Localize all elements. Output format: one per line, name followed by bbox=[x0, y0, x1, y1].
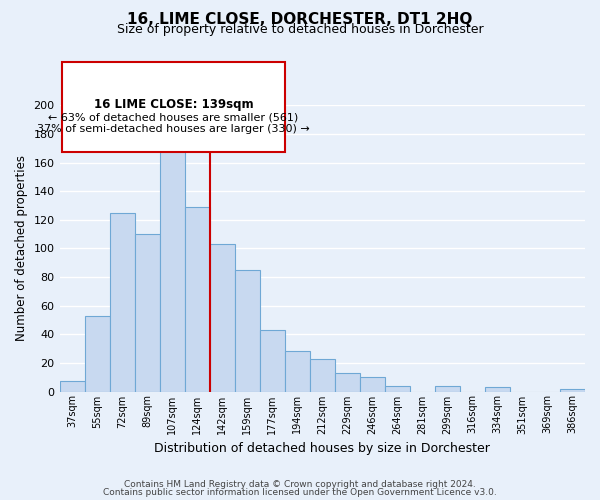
X-axis label: Distribution of detached houses by size in Dorchester: Distribution of detached houses by size … bbox=[154, 442, 490, 455]
Bar bbox=[235, 270, 260, 392]
Bar bbox=[59, 382, 85, 392]
Text: 16 LIME CLOSE: 139sqm: 16 LIME CLOSE: 139sqm bbox=[94, 98, 253, 111]
Y-axis label: Number of detached properties: Number of detached properties bbox=[15, 156, 28, 342]
Bar bbox=[485, 387, 510, 392]
Bar bbox=[85, 316, 110, 392]
FancyBboxPatch shape bbox=[62, 62, 285, 152]
Text: 16, LIME CLOSE, DORCHESTER, DT1 2HQ: 16, LIME CLOSE, DORCHESTER, DT1 2HQ bbox=[127, 12, 473, 26]
Text: ← 63% of detached houses are smaller (561): ← 63% of detached houses are smaller (56… bbox=[48, 112, 299, 122]
Text: Contains HM Land Registry data © Crown copyright and database right 2024.: Contains HM Land Registry data © Crown c… bbox=[124, 480, 476, 489]
Bar bbox=[209, 244, 235, 392]
Bar bbox=[560, 388, 585, 392]
Bar bbox=[360, 377, 385, 392]
Bar bbox=[160, 151, 185, 392]
Text: 37% of semi-detached houses are larger (330) →: 37% of semi-detached houses are larger (… bbox=[37, 124, 310, 134]
Bar bbox=[385, 386, 410, 392]
Bar bbox=[134, 234, 160, 392]
Bar bbox=[110, 212, 134, 392]
Bar bbox=[185, 207, 209, 392]
Text: Size of property relative to detached houses in Dorchester: Size of property relative to detached ho… bbox=[116, 22, 484, 36]
Bar bbox=[335, 373, 360, 392]
Bar bbox=[285, 352, 310, 392]
Bar bbox=[260, 330, 285, 392]
Text: Contains public sector information licensed under the Open Government Licence v3: Contains public sector information licen… bbox=[103, 488, 497, 497]
Bar bbox=[310, 358, 335, 392]
Bar bbox=[435, 386, 460, 392]
